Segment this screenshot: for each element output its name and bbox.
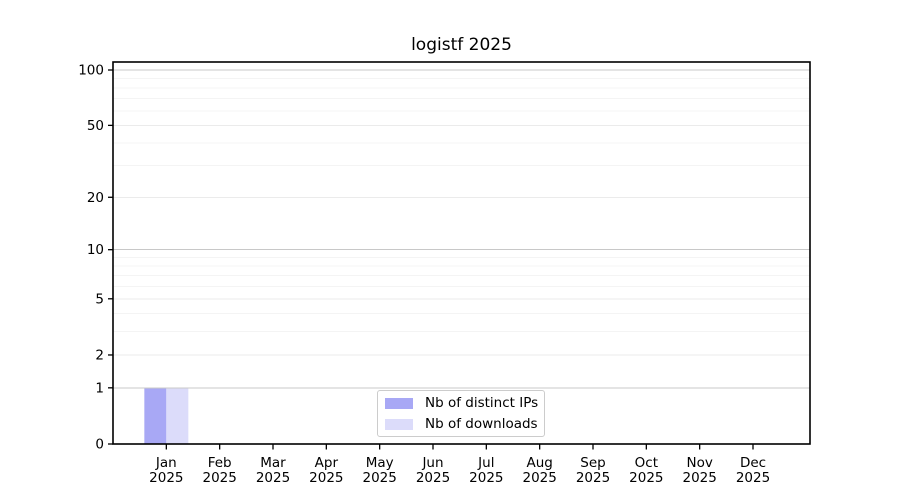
y-tick-label: 5 <box>95 291 104 307</box>
x-tick-label-year: 2025 <box>522 470 556 486</box>
legend-row-downloads: Nb of downloads <box>385 416 538 432</box>
x-tick-label-month: Aug <box>526 455 552 471</box>
y-tick-label: 50 <box>87 118 104 134</box>
x-tick-label-month: Jun <box>421 455 443 471</box>
x-tick-label-year: 2025 <box>149 470 183 486</box>
y-tick-label: 20 <box>87 190 104 206</box>
x-tick-label-month: Jul <box>477 455 494 471</box>
x-tick-label-year: 2025 <box>362 470 396 486</box>
x-tick-label-year: 2025 <box>682 470 716 486</box>
y-tick-label: 10 <box>87 242 104 258</box>
legend-row-distinct-ips: Nb of distinct IPs <box>385 395 539 411</box>
x-tick-label-month: Mar <box>260 455 286 471</box>
x-tick-label-year: 2025 <box>256 470 290 486</box>
x-tick-label-year: 2025 <box>309 470 343 486</box>
chart-title: logistf 2025 <box>411 35 512 55</box>
x-tick-label-month: Sep <box>580 455 605 471</box>
y-tick-label: 100 <box>78 63 104 79</box>
legend-swatch-downloads <box>385 418 413 430</box>
x-tick-label-month: Feb <box>208 455 232 471</box>
y-tick-label: 0 <box>95 437 104 453</box>
legend: Nb of distinct IPs Nb of downloads <box>377 390 545 437</box>
legend-swatch-distinct-ips <box>385 397 413 409</box>
x-tick-label-month: May <box>366 455 394 471</box>
x-tick-label-year: 2025 <box>736 470 770 486</box>
bar-nb-of-distinct-ips <box>144 387 167 444</box>
x-tick-label-month: Apr <box>315 455 339 471</box>
x-tick-label-year: 2025 <box>469 470 503 486</box>
x-tick-label-year: 2025 <box>629 470 663 486</box>
x-tick-label-month: Oct <box>635 455 658 471</box>
x-tick-label-year: 2025 <box>576 470 610 486</box>
x-tick-label-month: Nov <box>686 455 712 471</box>
bar-nb-of-downloads <box>166 387 189 444</box>
y-tick-label: 1 <box>95 380 104 396</box>
x-tick-label-month: Jan <box>155 455 177 471</box>
y-tick-label: 2 <box>95 347 104 363</box>
legend-label-distinct-ips: Nb of distinct IPs <box>425 395 539 411</box>
x-tick-label-year: 2025 <box>202 470 236 486</box>
x-tick-label-year: 2025 <box>416 470 450 486</box>
legend-label-downloads: Nb of downloads <box>425 416 538 432</box>
axes-spines <box>112 61 811 445</box>
x-tick-label-month: Dec <box>740 455 766 471</box>
